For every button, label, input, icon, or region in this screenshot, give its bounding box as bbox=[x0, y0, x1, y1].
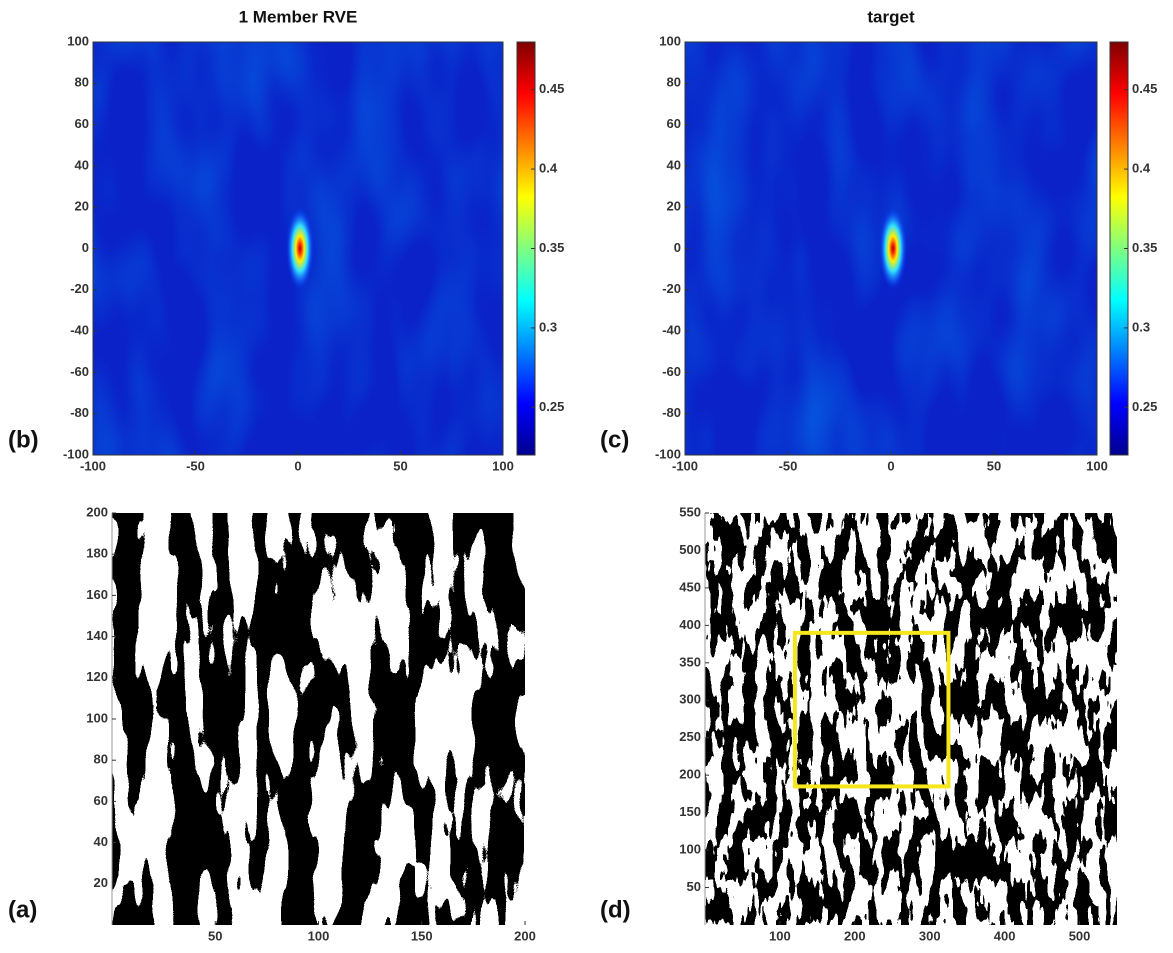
chart-title: target bbox=[867, 7, 915, 26]
y-tick-label: 150 bbox=[679, 804, 701, 819]
y-tick-label: 140 bbox=[86, 628, 108, 643]
colorbar-tick-label: 0.25 bbox=[1132, 399, 1157, 414]
colorbar-tick-label: 0.35 bbox=[1132, 240, 1157, 255]
y-tick-label: -80 bbox=[70, 405, 89, 420]
colorbar-tick-label: 0.25 bbox=[539, 399, 564, 414]
y-tick-label: 300 bbox=[679, 692, 701, 707]
y-tick-label: 250 bbox=[679, 729, 701, 744]
y-tick-label: -40 bbox=[662, 323, 681, 338]
x-tick-label: 0 bbox=[294, 458, 301, 473]
y-tick-label: 40 bbox=[94, 834, 108, 849]
x-tick-label: -50 bbox=[779, 458, 798, 473]
y-tick-label: 400 bbox=[679, 617, 701, 632]
y-tick-label: -20 bbox=[662, 281, 681, 296]
y-tick-label: -60 bbox=[70, 364, 89, 379]
y-tick-label: 120 bbox=[86, 669, 108, 684]
x-tick-label: 100 bbox=[769, 928, 791, 943]
y-tick-label: 350 bbox=[679, 654, 701, 669]
panel-label: (d) bbox=[600, 896, 631, 923]
panel-label: (b) bbox=[8, 426, 39, 453]
x-tick-label: 50 bbox=[987, 458, 1001, 473]
heatmap-peak bbox=[879, 206, 907, 291]
x-tick-label: 0 bbox=[887, 458, 894, 473]
y-tick-label: 60 bbox=[94, 793, 108, 808]
y-tick-label: 500 bbox=[679, 542, 701, 557]
y-tick-label: 40 bbox=[75, 157, 89, 172]
y-tick-label: 20 bbox=[94, 875, 108, 890]
x-tick-label: 150 bbox=[411, 928, 433, 943]
y-tick-label: 80 bbox=[94, 752, 108, 767]
binary-microstructure bbox=[112, 513, 525, 925]
y-tick-label: 200 bbox=[679, 767, 701, 782]
y-tick-label: -80 bbox=[662, 405, 681, 420]
colorbar-tick-label: 0.3 bbox=[1132, 319, 1150, 334]
y-tick-label: -100 bbox=[63, 446, 89, 461]
y-tick-label: 0 bbox=[82, 240, 89, 255]
y-tick-label: 0 bbox=[674, 240, 681, 255]
colorbar-tick-label: 0.45 bbox=[1132, 81, 1157, 96]
x-tick-label: 100 bbox=[1086, 458, 1108, 473]
y-tick-label: 80 bbox=[75, 75, 89, 90]
y-tick-label: 80 bbox=[667, 75, 681, 90]
y-tick-label: 60 bbox=[667, 116, 681, 131]
panel-label: (a) bbox=[8, 896, 37, 923]
selection-box bbox=[792, 630, 951, 789]
x-tick-label: -50 bbox=[186, 458, 205, 473]
colorbar-tick-label: 0.4 bbox=[1132, 161, 1151, 176]
x-tick-label: 100 bbox=[492, 458, 514, 473]
y-tick-label: 40 bbox=[667, 157, 681, 172]
y-tick-label: 100 bbox=[67, 33, 89, 48]
x-tick-label: 400 bbox=[994, 928, 1016, 943]
x-tick-label: 100 bbox=[308, 928, 330, 943]
x-tick-label: 200 bbox=[844, 928, 866, 943]
y-tick-label: 180 bbox=[86, 546, 108, 561]
y-tick-label: -40 bbox=[70, 323, 89, 338]
y-tick-label: 20 bbox=[75, 199, 89, 214]
y-tick-label: 100 bbox=[679, 842, 701, 857]
x-tick-label: 500 bbox=[1069, 928, 1091, 943]
y-tick-label: 100 bbox=[86, 710, 108, 725]
y-tick-label: 450 bbox=[679, 579, 701, 594]
y-tick-label: -60 bbox=[662, 364, 681, 379]
x-tick-label: 300 bbox=[919, 928, 941, 943]
y-tick-label: 60 bbox=[75, 116, 89, 131]
y-tick-label: -100 bbox=[655, 446, 681, 461]
y-tick-label: 20 bbox=[667, 199, 681, 214]
y-tick-label: 160 bbox=[86, 587, 108, 602]
x-tick-label: -100 bbox=[80, 458, 106, 473]
x-tick-label: -100 bbox=[672, 458, 698, 473]
colorbar-tick-label: 0.45 bbox=[539, 81, 564, 96]
y-tick-label: 550 bbox=[679, 504, 701, 519]
binary-microstructure bbox=[705, 513, 1117, 925]
heatmap-peak bbox=[286, 206, 314, 291]
y-tick-label: 50 bbox=[687, 879, 701, 894]
colorbar-tick-label: 0.4 bbox=[539, 161, 558, 176]
colorbar-tick-label: 0.35 bbox=[539, 240, 564, 255]
x-tick-label: 50 bbox=[393, 458, 407, 473]
y-tick-label: 100 bbox=[659, 33, 681, 48]
y-tick-label: 200 bbox=[86, 504, 108, 519]
x-tick-label: 50 bbox=[208, 928, 222, 943]
panel-label: (c) bbox=[600, 426, 629, 453]
x-tick-label: 200 bbox=[514, 928, 536, 943]
colorbar-tick-label: 0.3 bbox=[539, 319, 557, 334]
chart-title: 1 Member RVE bbox=[239, 7, 358, 26]
y-tick-label: -20 bbox=[70, 281, 89, 296]
